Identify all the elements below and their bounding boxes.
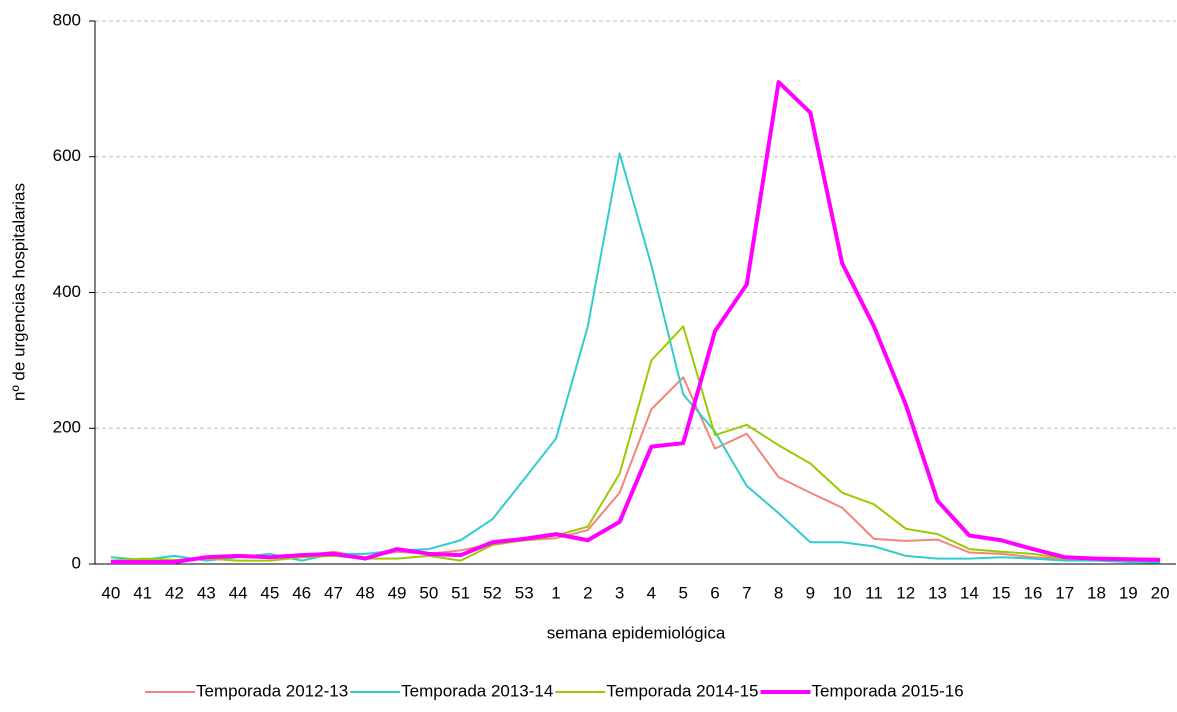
y-tick-label: 0 [72,553,81,572]
x-tick-label: 52 [483,583,502,602]
y-tick-label: 800 [53,10,81,29]
x-tick-label: 44 [229,583,248,602]
x-tick-label: 14 [960,583,979,602]
x-tick-label: 8 [774,583,783,602]
y-tick-label: 600 [53,146,81,165]
x-tick-label: 45 [260,583,279,602]
x-tick-label: 53 [515,583,534,602]
x-tick-label: 47 [324,583,343,602]
x-tick-label: 9 [806,583,815,602]
x-tick-label: 42 [165,583,184,602]
legend-label: Temporada 2014-15 [606,681,758,700]
y-axis-title: nº de urgencias hospitalarias [9,183,28,401]
x-tick-label: 10 [833,583,852,602]
x-tick-label: 13 [928,583,947,602]
x-tick-label: 48 [356,583,375,602]
x-tick-label: 6 [710,583,719,602]
x-tick-label: 50 [419,583,438,602]
x-tick-label: 7 [742,583,751,602]
x-tick-label: 19 [1119,583,1138,602]
series-line [110,152,1161,564]
series-line [110,80,1161,564]
x-tick-label: 5 [678,583,687,602]
x-tick-label: 3 [615,583,624,602]
x-tick-label: 17 [1055,583,1074,602]
x-tick-label: 18 [1087,583,1106,602]
x-tick-label: 20 [1151,583,1170,602]
x-tick-label: 15 [992,583,1011,602]
y-tick-label: 200 [53,418,81,437]
x-tick-label: 41 [133,583,152,602]
x-tick-label: 46 [292,583,311,602]
x-tick-label: 43 [197,583,216,602]
legend-label: Temporada 2012-13 [196,681,348,700]
x-tick-label: 12 [896,583,915,602]
x-tick-label: 4 [647,583,656,602]
x-axis-title: semana epidemiológica [547,623,726,642]
legend-label: Temporada 2013-14 [401,681,553,700]
x-tick-label: 2 [583,583,592,602]
series-line [110,325,1161,562]
legend-label: Temporada 2015-16 [812,681,964,700]
x-tick-label: 1 [551,583,560,602]
x-tick-label: 40 [101,583,120,602]
y-tick-label: 400 [53,282,81,301]
x-tick-label: 49 [388,583,407,602]
x-tick-label: 51 [451,583,470,602]
x-tick-label: 16 [1023,583,1042,602]
series-line [110,376,1161,562]
x-tick-label: 11 [865,583,883,602]
